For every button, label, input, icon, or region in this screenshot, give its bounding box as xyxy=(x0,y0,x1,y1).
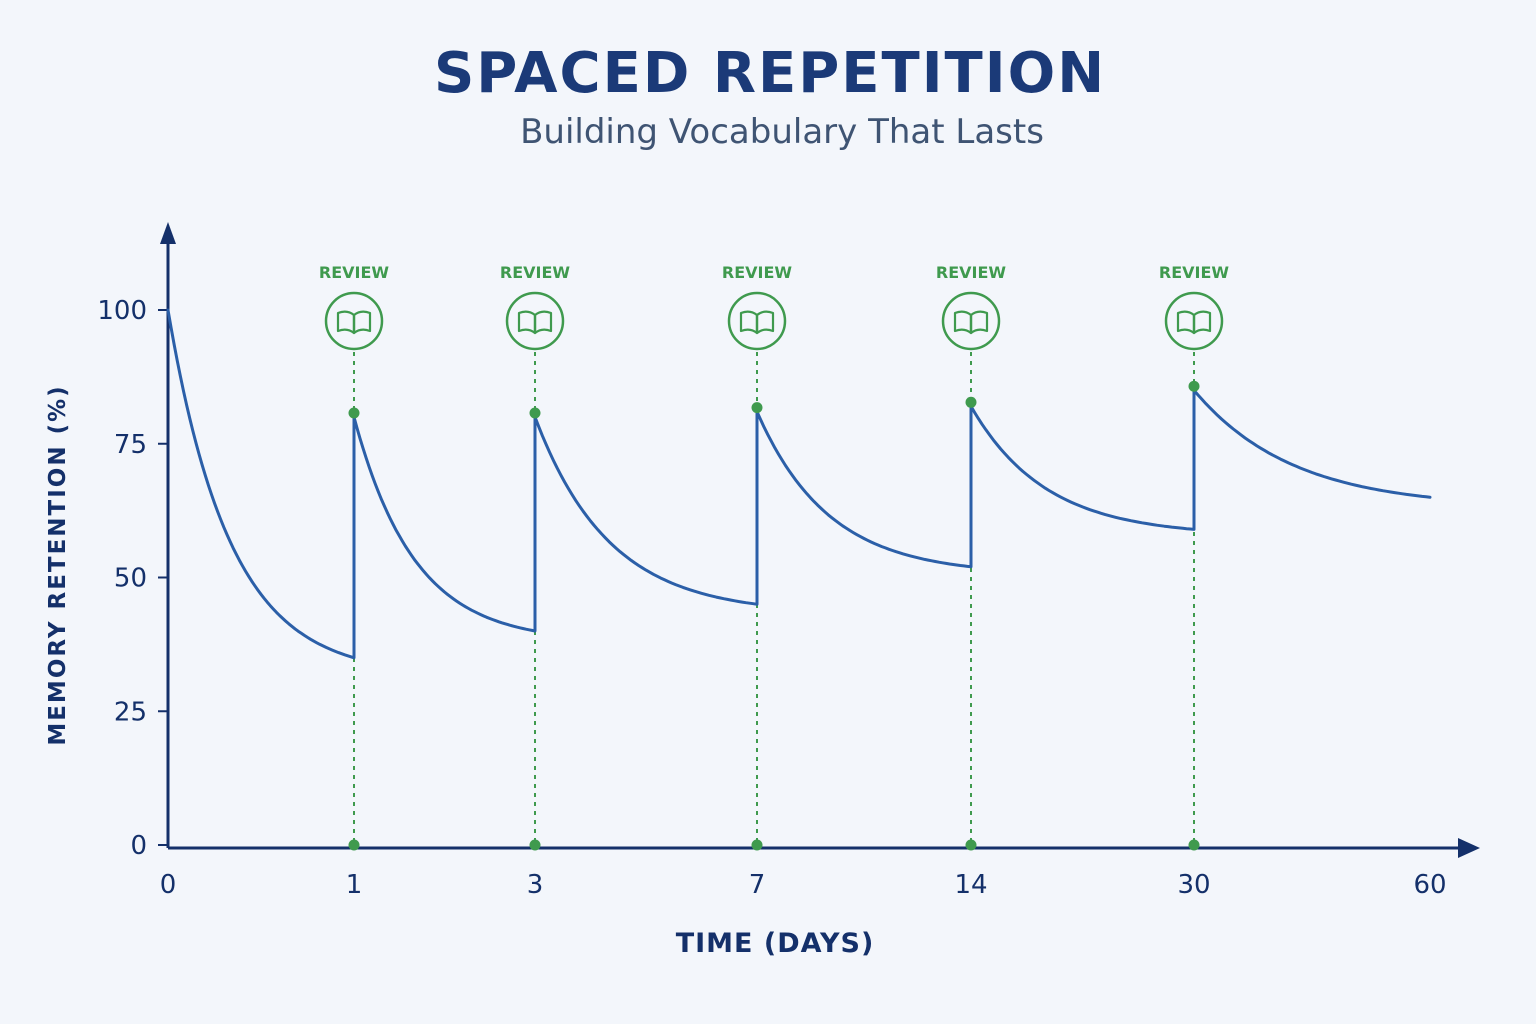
y-tick-label: 25 xyxy=(114,697,147,727)
review-peak-point xyxy=(348,407,360,419)
review-peak-point xyxy=(751,402,763,414)
y-tick-label: 75 xyxy=(114,430,147,460)
review-axis-point xyxy=(965,839,977,851)
retention-decay-segment xyxy=(533,415,759,606)
review-axis-point xyxy=(529,839,541,851)
open-book-icon xyxy=(739,310,775,335)
review-axis-point xyxy=(1188,839,1200,851)
x-tick-label: 30 xyxy=(1177,870,1210,900)
x-tick-label: 7 xyxy=(749,870,766,900)
retention-curve xyxy=(166,308,1432,660)
review-peak-point xyxy=(965,396,977,408)
review-axis-point xyxy=(348,839,360,851)
x-tick-label: 0 xyxy=(160,870,177,900)
review-label: REVIEW xyxy=(1159,263,1230,282)
review-label: REVIEW xyxy=(319,263,390,282)
x-axis-arrow xyxy=(1458,838,1480,858)
open-book-icon xyxy=(1176,310,1212,335)
review-peak-point xyxy=(1188,380,1200,392)
y-axis-arrow xyxy=(160,222,176,244)
retention-decay-segment xyxy=(755,410,973,569)
retention-decay-segment xyxy=(969,404,1196,531)
retention-decay-segment xyxy=(166,308,356,660)
open-book-icon xyxy=(336,310,372,335)
review-peak-point xyxy=(529,407,541,419)
open-book-icon xyxy=(953,310,989,335)
y-tick-label: 0 xyxy=(130,831,147,861)
review-label: REVIEW xyxy=(722,263,793,282)
x-tick-label: 14 xyxy=(954,870,987,900)
y-axis-label: MEMORY RETENTION (%) xyxy=(45,384,71,745)
y-tick-label: 50 xyxy=(114,564,147,594)
open-book-icon xyxy=(517,310,553,335)
review-label: REVIEW xyxy=(936,263,1007,282)
chart-title: SPACED REPETITION xyxy=(434,41,1106,106)
retention-decay-segment xyxy=(352,415,537,633)
x-tick-label: 1 xyxy=(346,870,363,900)
x-tick-label: 60 xyxy=(1413,870,1446,900)
review-points xyxy=(348,380,1200,851)
y-tick-label: 100 xyxy=(97,296,147,326)
x-axis-label: TIME (DAYS) xyxy=(676,928,875,959)
x-tick-label: 3 xyxy=(527,870,544,900)
axes: 0 25 50 75 100 0 1 3 7 14 30 60 xyxy=(97,222,1480,900)
review-axis-point xyxy=(751,839,763,851)
review-label: REVIEW xyxy=(500,263,571,282)
chart-subtitle: Building Vocabulary That Lasts xyxy=(520,112,1044,152)
review-markers: REVIEW REVIEW REVIEW REVIEW REVIEW xyxy=(319,263,1230,846)
retention-decay-segment xyxy=(1192,388,1432,499)
